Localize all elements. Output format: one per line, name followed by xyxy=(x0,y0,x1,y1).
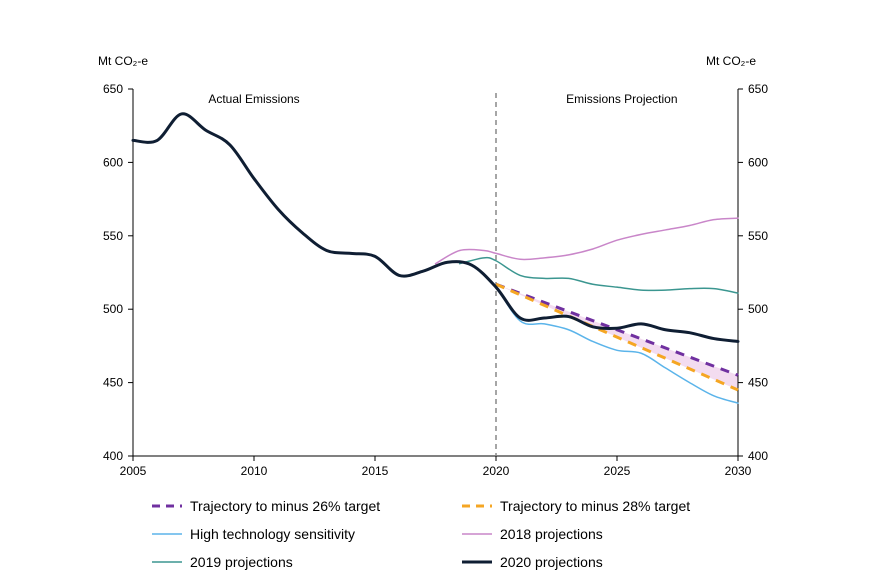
left-axis-unit: Mt CO₂-e xyxy=(98,54,148,68)
legend-swatch xyxy=(152,504,182,508)
legend-label: 2019 projections xyxy=(190,554,293,570)
x-tick-label: 2025 xyxy=(604,464,631,478)
right-y-tick-label: 400 xyxy=(748,449,768,463)
actual-emissions-label: Actual Emissions xyxy=(208,92,299,106)
series-line-2018-projections xyxy=(434,217,739,265)
legend-swatch xyxy=(462,533,492,535)
legend-label: 2018 projections xyxy=(500,526,603,542)
series-line-trajectory-to-minus-28-target xyxy=(495,282,739,392)
right-y-tick-label: 450 xyxy=(748,376,768,390)
series-line-high-technology-sensitivity xyxy=(495,284,739,404)
legend-label: High technology sensitivity xyxy=(190,526,355,542)
left-y-tick-label: 550 xyxy=(103,229,123,243)
legend-swatch xyxy=(462,504,492,508)
right-y-tick-label: 550 xyxy=(748,229,768,243)
legend-item: High technology sensitivity xyxy=(150,526,355,542)
legend-item: 2020 projections xyxy=(460,554,603,570)
legend-label: Trajectory to minus 28% target xyxy=(500,498,691,514)
legend-label: Trajectory to minus 26% target xyxy=(190,498,381,514)
x-tick-label: 2010 xyxy=(241,464,268,478)
legend-swatch xyxy=(462,560,492,564)
x-tick-label: 2005 xyxy=(120,464,147,478)
emissions-chart: 400 400 450 450 500 500 550 550 600 600 650 650 2005… xyxy=(103,82,768,478)
x-tick-label: 2020 xyxy=(483,464,510,478)
left-y-tick-label: 450 xyxy=(103,376,123,390)
left-y-tick-label: 600 xyxy=(103,155,123,169)
x-tick-label: 2030 xyxy=(725,464,752,478)
legend-swatch xyxy=(152,533,182,535)
right-axis-unit: Mt CO₂-e xyxy=(706,54,756,68)
right-y-tick-label: 500 xyxy=(748,302,768,316)
right-y-tick-label: 600 xyxy=(748,155,768,169)
series-line-2020-projections xyxy=(131,112,740,343)
left-y-tick-label: 500 xyxy=(103,302,123,316)
left-y-tick-label: 650 xyxy=(103,82,123,96)
left-y-tick-label: 400 xyxy=(103,449,123,463)
legend-item: 2018 projections xyxy=(460,526,603,542)
series-line-2019-projections xyxy=(458,256,739,294)
legend-label: 2020 projections xyxy=(500,554,603,570)
right-y-tick-label: 650 xyxy=(748,82,768,96)
x-tick-label: 2015 xyxy=(362,464,389,478)
legend-swatch xyxy=(152,561,182,563)
legend-item: Trajectory to minus 26% target xyxy=(150,498,380,514)
legend-item: Trajectory to minus 28% target xyxy=(460,498,690,514)
legend-item: 2019 projections xyxy=(150,554,293,570)
emissions-projection-label: Emissions Projection xyxy=(566,92,677,106)
